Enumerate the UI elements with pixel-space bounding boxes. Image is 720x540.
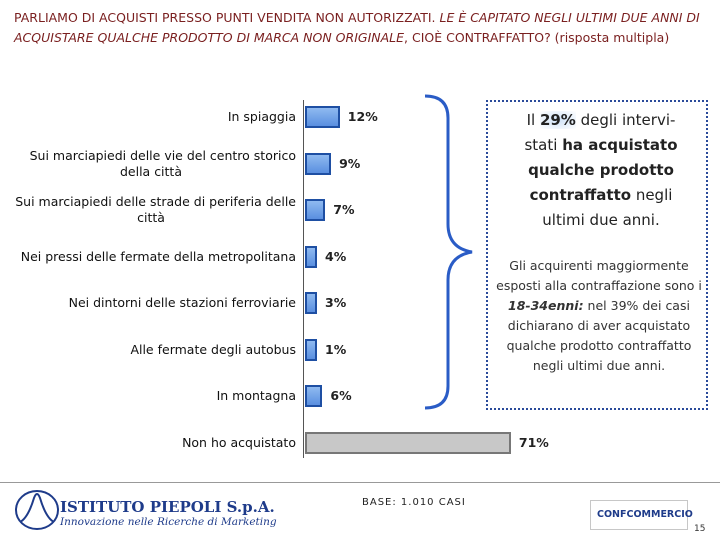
bar-5 [305,292,317,314]
bar-value-label: 4% [325,248,347,264]
bar-6 [305,338,317,361]
confcommercio-logo: CONFCOMMERCIO [590,500,693,530]
bar-value-label: 1% [325,341,347,357]
logo-tagline: Innovazione nelle Ricerche di Marketing [60,516,277,528]
callout-box: Il 29% degli intervi- stati ha acquistat… [486,100,708,410]
brace-icon [424,94,473,410]
bar-value-label: 7% [333,202,355,217]
callout-percent: 29% [539,111,576,129]
category-label: Nei pressi delle fermate della metropoli… [20,248,296,264]
piepoli-logo-icon [15,490,59,530]
logo-name: ISTITUTO PIEPOLI S.p.A. [60,498,275,516]
bar-value-label: 3% [325,295,347,310]
page-number: 15 [694,524,706,534]
bar-4 [305,245,317,268]
bar-value-label: 71% [518,434,549,450]
page-title: PARLIAMO DI ACQUISTI PRESSO PUNTI VENDIT… [14,10,700,45]
bar-value-label: 9% [339,155,361,171]
category-label: Non ho acquistato [182,434,296,450]
bar-1 [305,106,340,128]
bar-3 [305,199,326,221]
category-label: Alle fermate degli autobus [130,341,296,357]
bar-7 [305,385,323,407]
category-label: Sui marciapiedi delle strade di periferi… [15,194,296,225]
bar-value-label: 6% [330,388,352,403]
base-note: BASE: 1.010 CASI [362,497,466,508]
category-label: In montagna [216,388,296,403]
y-axis [303,100,304,458]
category-label: Sui marciapiedi delle vie del centro sto… [29,147,296,179]
bar-8 [305,431,511,454]
footer-divider [0,482,720,483]
callout-headline: Il 29% degli intervi- stati ha acquistat… [524,111,678,229]
category-label: In spiaggia [227,109,296,124]
category-label: Nei dintorni delle stazioni ferroviarie [68,295,296,310]
bar-2 [305,152,332,175]
callout-note: Gli acquirenti maggiormente esposti alla… [496,258,702,373]
bar-value-label: 12% [347,109,378,124]
